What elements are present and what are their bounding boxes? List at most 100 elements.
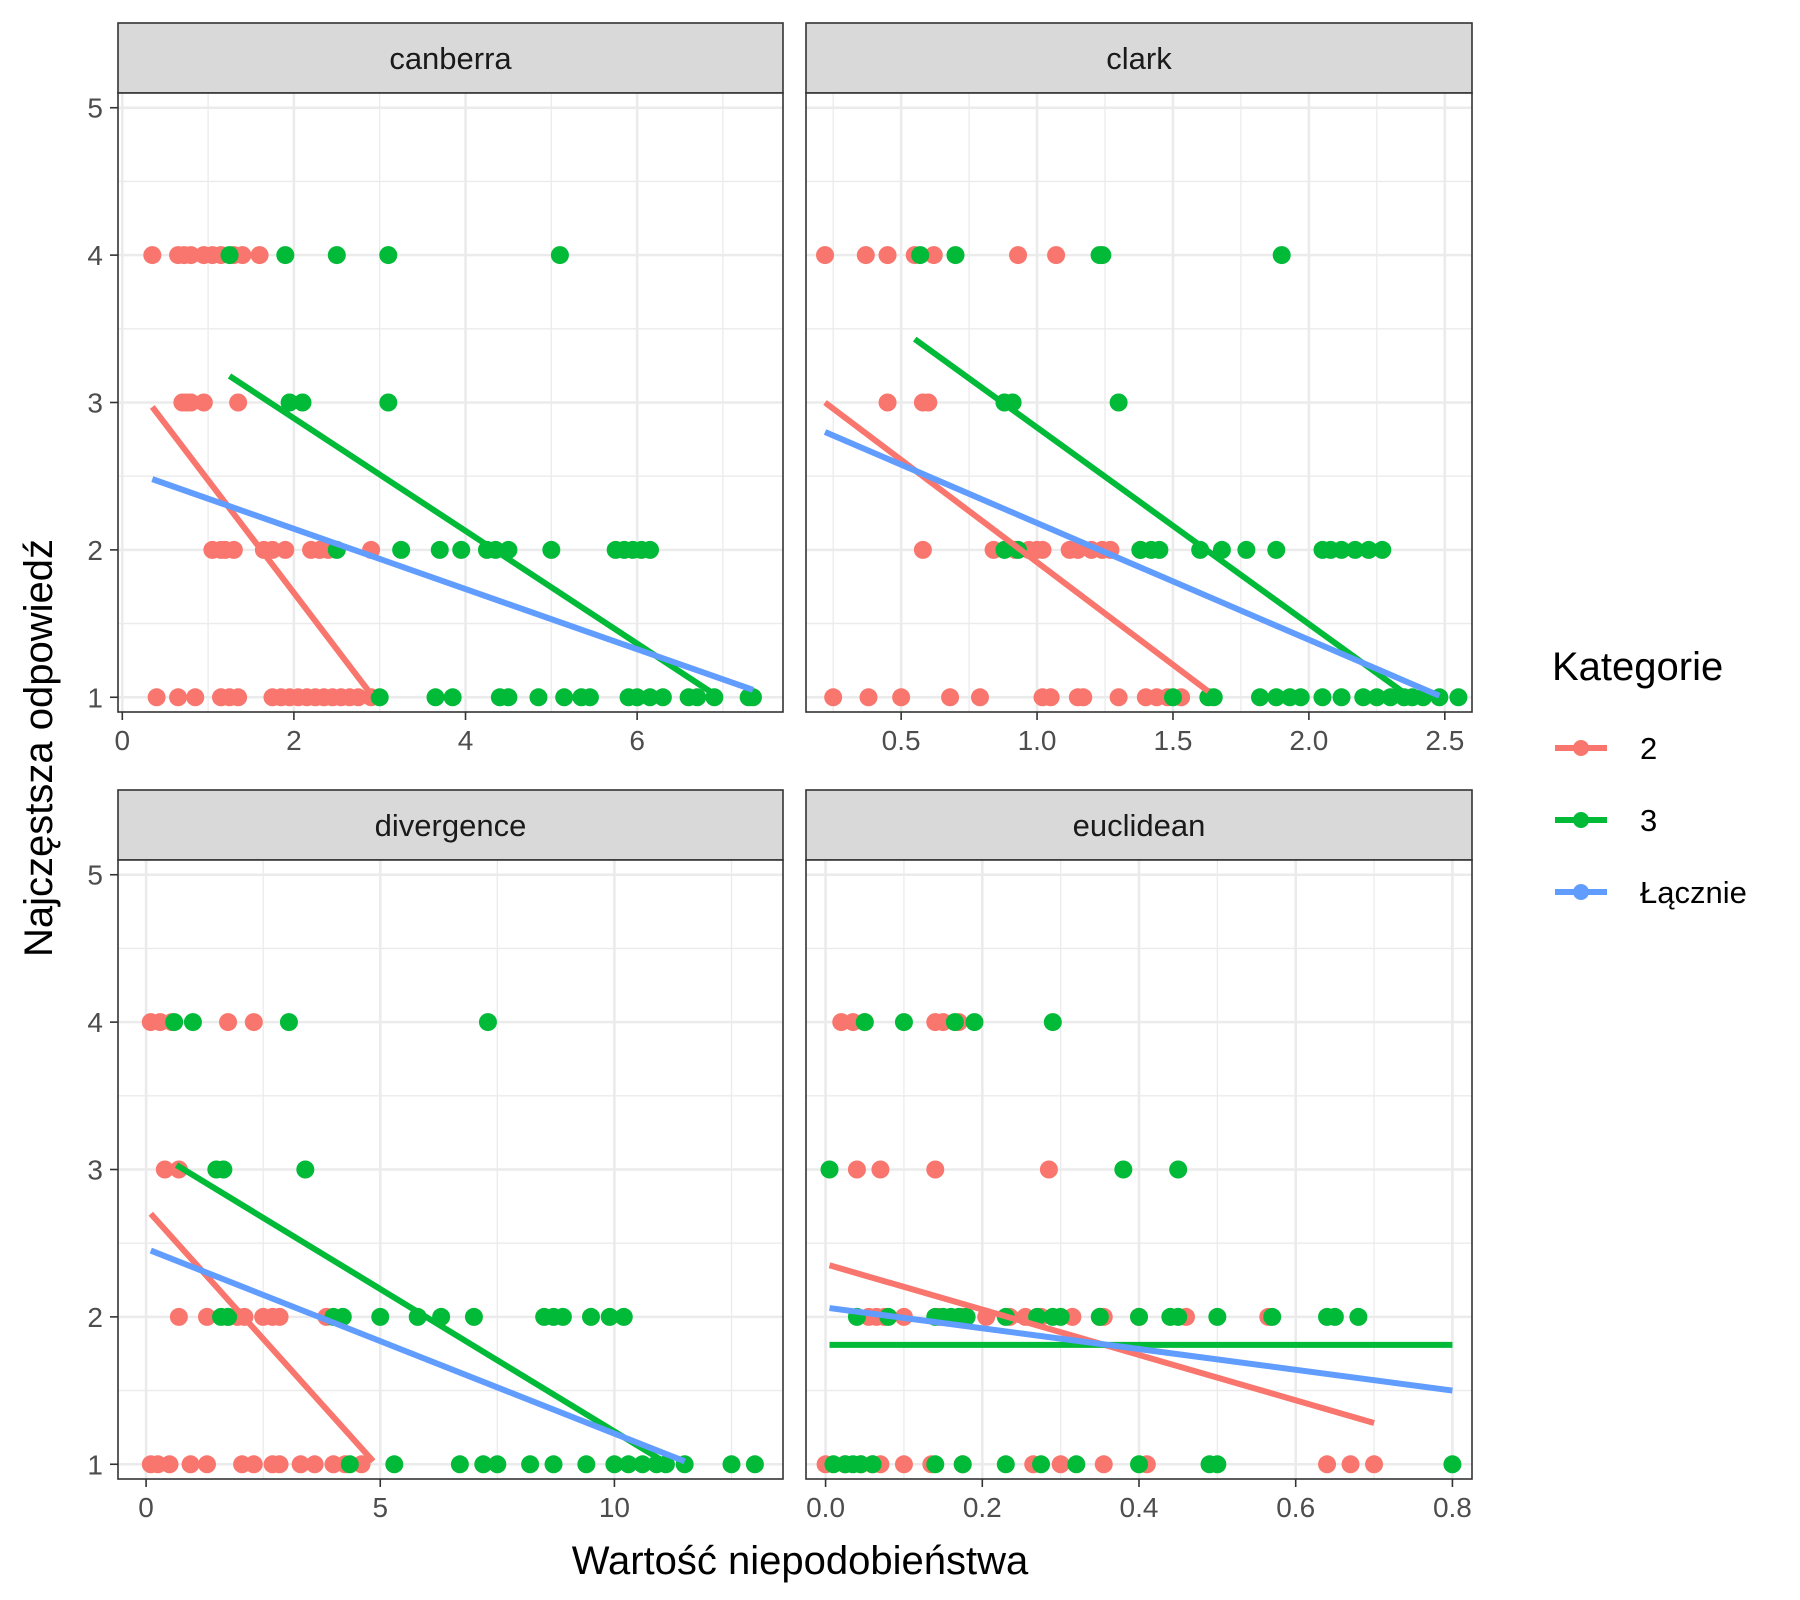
point-2 <box>1109 688 1128 707</box>
trend-line-Łącznie <box>149 1247 686 1465</box>
y-tick-label: 3 <box>87 1155 103 1186</box>
point-2 <box>349 688 368 707</box>
trend-line-2 <box>823 400 1211 694</box>
point-2 <box>143 246 162 265</box>
point-3 <box>1114 1160 1133 1179</box>
y-tick-label: 1 <box>87 682 103 713</box>
point-3 <box>450 1455 469 1474</box>
point-3 <box>641 688 659 707</box>
point-3 <box>1130 1307 1148 1326</box>
point-3 <box>220 246 239 265</box>
point-3 <box>555 688 574 707</box>
y-axis-label: Najczęstsza odpowiedź <box>17 539 61 957</box>
points <box>143 246 762 707</box>
panel-border <box>805 92 1473 713</box>
point-2 <box>197 1307 216 1326</box>
point-3 <box>957 1307 976 1326</box>
trend-line-Łącznie <box>823 429 1441 699</box>
point-2 <box>919 393 938 412</box>
x-axis: 0 2 4 6 <box>115 712 645 756</box>
y-tick-label: 4 <box>87 1007 103 1038</box>
panel-canberra: canberra 0 2 4 6 1 2 3 4 5 <box>87 22 784 756</box>
trend-line-2 <box>149 405 374 697</box>
point-2 <box>169 688 188 707</box>
legend-label: 2 <box>1640 731 1657 766</box>
facet-strip <box>805 789 1473 861</box>
point-3 <box>392 540 411 559</box>
point-2 <box>224 540 243 559</box>
point-2 <box>847 1160 866 1179</box>
point-3 <box>340 1455 359 1474</box>
point-3 <box>641 540 659 559</box>
point-2 <box>941 688 960 707</box>
point-3 <box>1325 1307 1344 1326</box>
point-2 <box>270 1455 289 1474</box>
y-tick-label: 1 <box>87 1449 103 1480</box>
point-3 <box>521 1455 540 1474</box>
x-tick-label: 0.2 <box>963 1492 1002 1523</box>
point-2 <box>244 1013 263 1032</box>
point-3 <box>1169 1307 1188 1326</box>
point-2 <box>1094 1455 1113 1474</box>
point-3 <box>296 1160 315 1179</box>
point-2 <box>155 1160 174 1179</box>
y-tick-label: 2 <box>87 1302 103 1333</box>
point-2 <box>1009 246 1028 265</box>
point-2 <box>856 246 875 265</box>
x-tick-label: 10 <box>599 1492 630 1523</box>
point-3 <box>1313 688 1332 707</box>
point-3 <box>1109 393 1128 412</box>
legend-label: 3 <box>1640 803 1657 838</box>
point-2 <box>913 540 932 559</box>
point-3 <box>1354 688 1373 707</box>
points <box>816 246 1468 707</box>
y-tick-label: 5 <box>87 860 103 891</box>
trend-line-3 <box>174 1162 668 1466</box>
point-3 <box>1090 1307 1109 1326</box>
point-2 <box>824 688 843 707</box>
legend: Kategorie 2 3 Łącznie <box>1552 645 1747 910</box>
point-3 <box>544 1455 563 1474</box>
legend-item-Łącznie: Łącznie <box>1555 875 1747 910</box>
x-tick-label: 0.6 <box>1276 1492 1315 1523</box>
y-axis: 1 2 3 4 5 <box>87 93 118 713</box>
x-tick-label: 5 <box>372 1492 388 1523</box>
point-2 <box>816 246 835 265</box>
facet-title: divergence <box>375 808 527 843</box>
point-2 <box>970 688 989 707</box>
point-3 <box>385 1455 404 1474</box>
point-3 <box>577 1455 596 1474</box>
point-3 <box>1204 688 1223 707</box>
point-3 <box>219 1307 238 1326</box>
point-2 <box>1318 1455 1337 1474</box>
point-3 <box>1332 688 1351 707</box>
point-3 <box>1349 1307 1368 1326</box>
point-3 <box>1250 688 1269 707</box>
trend-line-Łącznie <box>829 1305 1453 1394</box>
x-axis: 0.5 1.0 1.5 2.0 2.5 <box>882 712 1464 756</box>
point-3 <box>945 1013 964 1032</box>
x-tick-label: 4 <box>458 725 474 756</box>
point-2 <box>291 1455 310 1474</box>
point-2 <box>219 1013 238 1032</box>
point-3 <box>379 393 398 412</box>
point-3 <box>653 688 672 707</box>
trend-lines <box>149 373 754 697</box>
y-axis: 1 2 3 4 5 <box>87 860 118 1480</box>
point-2 <box>1074 688 1093 707</box>
legend-title: Kategorie <box>1552 645 1723 689</box>
point-2 <box>233 246 252 265</box>
point-3 <box>633 1455 652 1474</box>
point-3 <box>1032 1455 1051 1474</box>
point-2 <box>924 246 943 265</box>
point-3 <box>926 1455 945 1474</box>
trend-line-3 <box>912 336 1406 696</box>
point-3 <box>371 1307 390 1326</box>
y-tick-label: 4 <box>87 240 103 271</box>
x-tick-label: 2.5 <box>1425 725 1464 756</box>
point-2 <box>276 540 295 559</box>
point-2 <box>1051 1455 1070 1474</box>
x-tick-label: 0 <box>138 1492 154 1523</box>
point-3 <box>488 1455 507 1474</box>
point-2 <box>894 1455 913 1474</box>
